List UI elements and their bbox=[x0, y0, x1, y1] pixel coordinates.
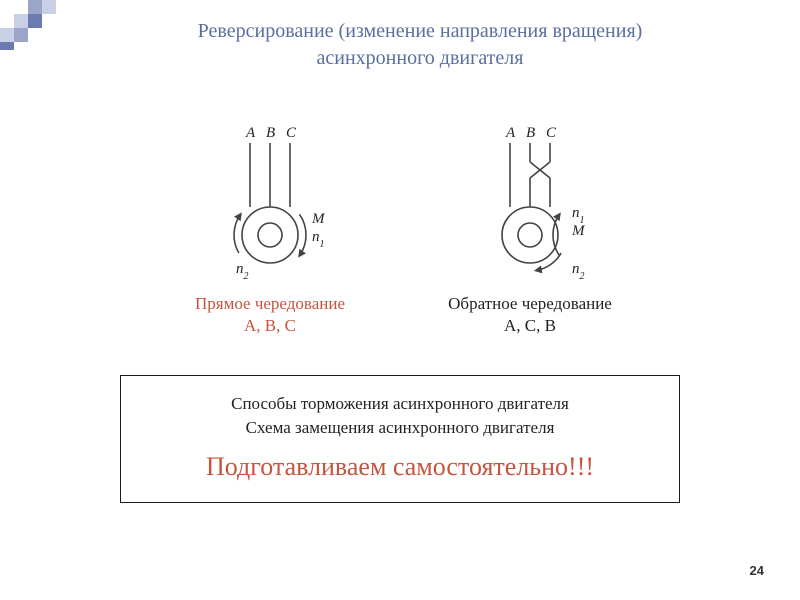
title-line-2: асинхронного двигателя bbox=[80, 45, 760, 72]
caption-forward-l1: Прямое чередование bbox=[195, 293, 345, 315]
caption-forward: Прямое чередование A, B, C bbox=[195, 293, 345, 337]
corner-decoration bbox=[0, 0, 70, 50]
svg-text:C: C bbox=[546, 125, 557, 141]
svg-text:M: M bbox=[571, 223, 586, 239]
svg-text:n2: n2 bbox=[572, 261, 585, 282]
svg-text:C: C bbox=[286, 125, 297, 141]
caption-reverse: Обратное чередование A, C, B bbox=[448, 293, 612, 337]
svg-text:A: A bbox=[505, 125, 516, 141]
caption-reverse-l1: Обратное чередование bbox=[448, 293, 612, 315]
svg-text:n1: n1 bbox=[312, 229, 325, 250]
page-number: 24 bbox=[750, 563, 764, 578]
svg-text:A: A bbox=[245, 125, 256, 141]
title-line-1: Реверсирование (изменение направления вр… bbox=[80, 18, 760, 45]
svg-text:B: B bbox=[526, 125, 535, 141]
diagram-forward: ABC Mn1 n2 Прямое чередование A, B, C bbox=[180, 115, 360, 337]
info-line-2: Схема замещения асинхронного двигателя bbox=[139, 416, 661, 440]
diagram-reverse: ABCn1Mn2 Обратное чередование A, C, B bbox=[440, 115, 620, 337]
svg-text:B: B bbox=[266, 125, 275, 141]
svg-text:n2: n2 bbox=[236, 261, 249, 282]
diagram-reverse-svg: ABCn1Mn2 bbox=[450, 115, 610, 285]
info-box: Способы торможения асинхронного двигател… bbox=[120, 375, 680, 503]
caption-forward-l2: A, B, C bbox=[195, 315, 345, 337]
diagrams-row: ABCMn1n2 Прямое чередование A, B, C ABCn… bbox=[0, 115, 800, 337]
svg-text:M: M bbox=[311, 211, 326, 227]
caption-reverse-l2: A, C, B bbox=[448, 315, 612, 337]
info-line-1: Способы торможения асинхронного двигател… bbox=[139, 392, 661, 416]
diagram-forward-svg: ABC Mn1 n2 bbox=[190, 115, 350, 285]
page-title: Реверсирование (изменение направления вр… bbox=[80, 18, 760, 72]
info-big: Подготавливаем самостоятельно!!! bbox=[139, 452, 661, 482]
